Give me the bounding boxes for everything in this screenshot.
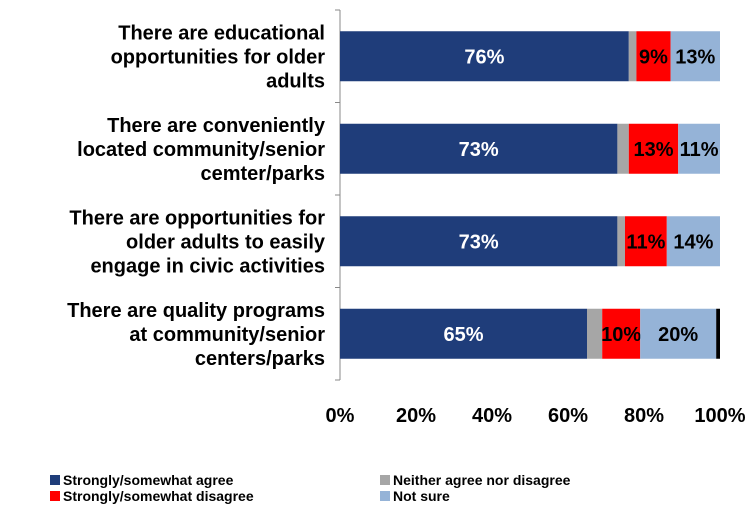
legend-swatch-not-sure [380, 491, 390, 501]
bar-segment [587, 309, 602, 359]
category-label: older adults to easily [126, 231, 326, 253]
legend-label-disagree: Strongly/somewhat disagree [63, 488, 254, 504]
x-tick-label: 100% [694, 405, 745, 427]
legend-item-agree: Strongly/somewhat agree [50, 472, 380, 488]
category-label: at community/senior [129, 324, 325, 346]
bar-segment [716, 309, 720, 359]
legend: Strongly/somewhat agree Neither agree no… [50, 472, 730, 504]
category-label: opportunities for older [111, 46, 326, 68]
legend-item-disagree: Strongly/somewhat disagree [50, 488, 380, 504]
data-label: 11% [626, 231, 665, 253]
data-label: 20% [658, 324, 698, 346]
category-label: There are opportunities for [69, 207, 325, 229]
legend-swatch-agree [50, 475, 60, 485]
category-label: located community/senior [77, 139, 325, 161]
data-label: 11% [680, 139, 719, 161]
data-label: 9% [639, 46, 668, 68]
x-tick-label: 0% [326, 405, 355, 427]
data-label: 13% [633, 139, 673, 161]
legend-label-agree: Strongly/somewhat agree [63, 472, 233, 488]
category-label: There are educational [118, 22, 325, 44]
data-label: 10% [601, 324, 641, 346]
category-label: engage in civic activities [90, 255, 325, 277]
stacked-bar-chart: 76% 9% 13% There are educationalopportuniti… [0, 0, 753, 470]
x-tick-label: 20% [396, 405, 436, 427]
legend-label-neither: Neither agree nor disagree [393, 472, 570, 488]
category-label: centers/parks [195, 348, 325, 370]
bar-segment [629, 31, 637, 81]
legend-label-not-sure: Not sure [393, 488, 450, 504]
category-label: cemter/parks [200, 163, 325, 185]
legend-swatch-neither [380, 475, 390, 485]
category-label: There are conveniently [107, 115, 326, 137]
data-label: 14% [673, 231, 713, 253]
legend-item-neither: Neither agree nor disagree [380, 472, 710, 488]
data-label: 73% [459, 231, 499, 253]
data-label: 73% [459, 139, 499, 161]
legend-item-not-sure: Not sure [380, 488, 710, 504]
x-tick-label: 60% [548, 405, 588, 427]
data-label: 76% [464, 46, 504, 68]
x-tick-label: 80% [624, 405, 664, 427]
legend-swatch-disagree [50, 491, 60, 501]
bar-segment [617, 124, 628, 174]
x-tick-label: 40% [472, 405, 512, 427]
data-label: 13% [675, 46, 715, 68]
data-label: 65% [443, 324, 483, 346]
bar-segment [617, 216, 625, 266]
category-label: adults [266, 70, 325, 92]
category-label: There are quality programs [67, 300, 325, 322]
